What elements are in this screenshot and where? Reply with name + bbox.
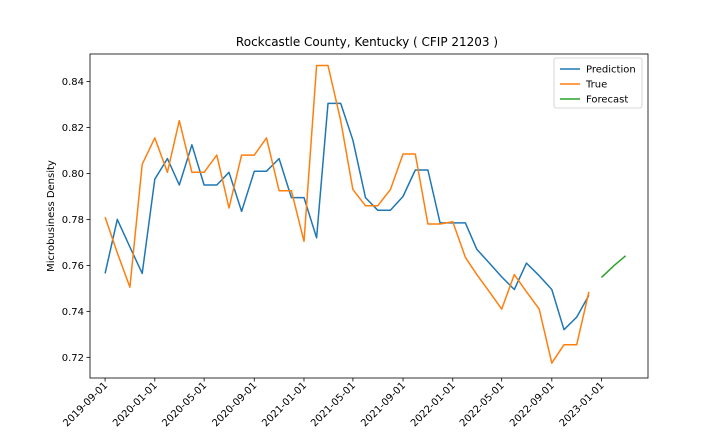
y-tick-label: 0.80 (62, 169, 84, 180)
y-axis-label: Microbusiness Density (46, 160, 57, 272)
y-tick-label: 0.72 (62, 353, 84, 364)
x-tick-label: 2019-09-01 (61, 380, 110, 429)
x-tick-label: 2022-01-01 (409, 380, 458, 429)
x-tick-label: 2022-09-01 (508, 380, 557, 429)
legend-label-forecast: Forecast (586, 95, 628, 106)
series-line-forecast (600, 255, 627, 278)
x-tick-label: 2020-05-01 (160, 380, 209, 429)
y-tick-label: 0.78 (62, 215, 84, 226)
legend-label-prediction: Prediction (586, 65, 636, 76)
y-tick-label: 0.84 (62, 77, 84, 88)
legend-box (553, 57, 643, 109)
y-tick-label: 0.74 (62, 307, 84, 318)
x-tick-label: 2023-01-01 (558, 380, 607, 429)
legend: Prediction True Forecast (553, 57, 643, 109)
x-tick-label: 2021-01-01 (260, 380, 309, 429)
plot-frame (89, 53, 649, 379)
series-line-true (104, 64, 590, 364)
legend-label-true: True (585, 80, 607, 91)
x-tick-label: 2020-01-01 (111, 380, 160, 429)
chart-title: Rockcastle County, Kentucky ( CFIP 21203… (236, 35, 498, 49)
y-tick-label: 0.82 (62, 123, 84, 134)
x-tick-label: 2020-09-01 (211, 380, 260, 429)
x-tick-label: 2021-05-01 (309, 380, 358, 429)
series-line-prediction (104, 102, 590, 331)
x-tick-label: 2022-05-01 (458, 380, 507, 429)
y-tick-label: 0.76 (62, 261, 84, 272)
x-tick-label: 2021-09-01 (359, 380, 408, 429)
